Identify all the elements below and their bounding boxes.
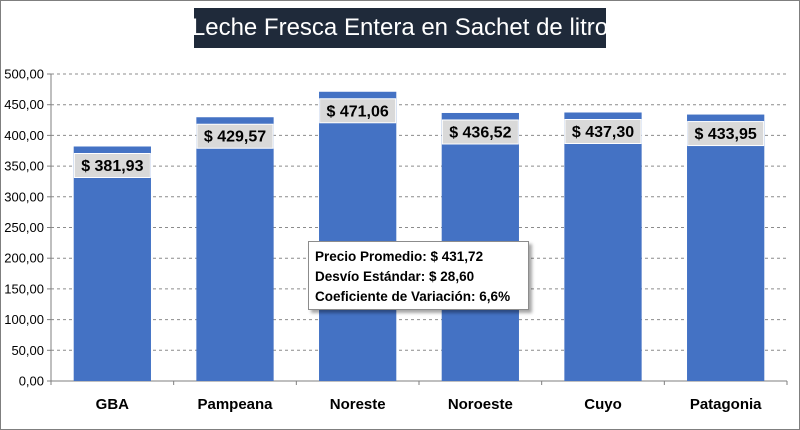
value-label-box bbox=[441, 119, 519, 145]
value-label: $ 437,30 bbox=[572, 124, 634, 141]
value-label: $ 436,52 bbox=[449, 124, 511, 141]
statistics-annotation: Precio Promedio: $ 431,72 Desvío Estánda… bbox=[308, 241, 529, 310]
bar-patagonia bbox=[687, 114, 765, 382]
y-tick-label: 250,00 bbox=[4, 220, 44, 235]
value-label: $ 433,95 bbox=[695, 126, 757, 143]
x-category-label: Noreste bbox=[330, 396, 386, 413]
y-tick-label: 350,00 bbox=[4, 159, 44, 174]
value-label-box bbox=[73, 152, 151, 178]
y-tick-label: 50,00 bbox=[11, 343, 44, 358]
value-label-box bbox=[564, 118, 642, 144]
bar-gba bbox=[73, 146, 151, 381]
y-tick-label: 0,00 bbox=[19, 374, 44, 389]
value-label: $ 471,06 bbox=[327, 103, 389, 120]
value-label: $ 429,57 bbox=[204, 129, 266, 146]
x-category-label: Patagonia bbox=[690, 396, 762, 413]
y-tick-label: 500,00 bbox=[4, 67, 44, 82]
value-labels: $ 381,93 $ 429,57 $ 471,06 $ 436,52 $ 437,30… bbox=[73, 98, 765, 178]
value-label-box bbox=[319, 98, 397, 124]
value-label-box bbox=[196, 123, 274, 149]
bar-pampeana bbox=[196, 117, 274, 381]
y-tick-label: 300,00 bbox=[4, 189, 44, 204]
x-category-label: Noroeste bbox=[448, 396, 513, 413]
value-label: $ 381,93 bbox=[81, 158, 143, 175]
bar-noreste bbox=[319, 91, 397, 381]
y-tick-label: 400,00 bbox=[4, 128, 44, 143]
y-tick-label: 200,00 bbox=[4, 251, 44, 266]
variation-coefficient-label: Coeficiente de Variación: 6,6% bbox=[315, 289, 511, 304]
std-deviation-label: Desvío Estándar: $ 28,60 bbox=[315, 269, 475, 284]
x-category-labels: GBA Pampeana Noreste Noroeste Cuyo Patagonia bbox=[96, 396, 763, 413]
x-category-label: Cuyo bbox=[584, 396, 622, 413]
axes bbox=[47, 73, 788, 385]
average-price-label: Precio Promedio: $ 431,72 bbox=[315, 249, 484, 264]
x-category-label: Pampeana bbox=[197, 396, 273, 413]
y-tick-label: 150,00 bbox=[4, 281, 44, 296]
value-label-box bbox=[687, 121, 765, 147]
y-tick-label: 450,00 bbox=[4, 97, 44, 112]
bars bbox=[73, 91, 765, 382]
x-category-label: GBA bbox=[96, 396, 130, 413]
y-tick-labels: 0,00 50,00 100,00 150,00 200,00 250,00 300,00 3… bbox=[4, 67, 44, 389]
gridlines bbox=[51, 73, 787, 351]
chart-title: Leche Fresca Entera en Sachet de litro bbox=[192, 8, 608, 48]
y-tick-label: 100,00 bbox=[4, 312, 44, 327]
bar-cuyo bbox=[564, 112, 642, 381]
